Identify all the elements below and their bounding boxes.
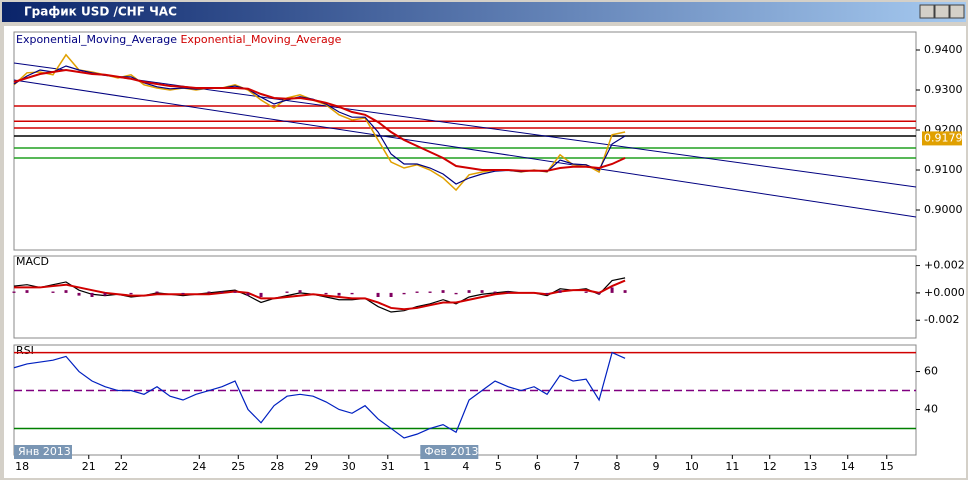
price-panel — [13, 31, 917, 251]
macd-panel — [13, 255, 917, 339]
histogram-bar — [25, 290, 29, 293]
x-tick-label: 7 — [573, 460, 580, 473]
trend-line — [13, 79, 917, 218]
y-tick-label: 0.9300 — [924, 83, 963, 96]
histogram-bar — [259, 292, 263, 297]
x-tick-label: 10 — [685, 460, 699, 473]
histogram-bar — [610, 287, 614, 293]
histogram-bar — [220, 291, 224, 293]
x-tick-label: 21 — [82, 460, 96, 473]
histogram-bar — [480, 290, 484, 293]
histogram-bar — [285, 291, 289, 293]
legend-entry: Exponential_Moving_Average — [16, 33, 177, 46]
series-line — [13, 68, 626, 172]
histogram-bar — [623, 290, 627, 293]
histogram-bar — [402, 292, 406, 295]
histogram-bar — [103, 292, 107, 296]
x-tick-label: 29 — [304, 460, 318, 473]
panel-title: RSI — [16, 344, 34, 357]
histogram-bar — [428, 291, 432, 293]
x-tick-label: 22 — [114, 460, 128, 473]
x-tick-label: 28 — [270, 460, 284, 473]
histogram-bar — [233, 291, 237, 293]
histogram-bar — [441, 290, 445, 293]
series-line — [13, 351, 626, 439]
x-tick-label: 24 — [192, 460, 206, 473]
x-tick-label: 13 — [803, 460, 817, 473]
y-tick-label: +0.000 — [924, 286, 965, 299]
histogram-bar — [129, 292, 133, 295]
x-tick-label: 15 — [880, 460, 894, 473]
histogram-bar — [181, 292, 185, 295]
histogram-bar — [64, 290, 68, 293]
x-tick-label: 31 — [381, 460, 395, 473]
histogram-bar — [584, 291, 588, 293]
y-tick-label: -0.002 — [924, 313, 959, 326]
histogram-bar — [597, 292, 601, 295]
histogram-bar — [467, 290, 471, 293]
x-tick-label: 1 — [423, 460, 430, 473]
histogram-bar — [350, 292, 354, 295]
period-label: Янв 2013 — [18, 445, 71, 458]
histogram-bar — [545, 292, 549, 295]
x-tick-label: 14 — [841, 460, 855, 473]
x-tick-label: 30 — [342, 460, 356, 473]
y-tick-label: 0.9000 — [924, 203, 963, 216]
histogram-bar — [454, 292, 458, 295]
series-line — [14, 279, 626, 311]
histogram-bar — [155, 291, 159, 293]
histogram-bar — [415, 291, 419, 293]
histogram-bar — [207, 291, 211, 293]
x-tick-label: 6 — [534, 460, 541, 473]
period-label-box — [420, 445, 479, 459]
minimize-button[interactable] — [919, 4, 935, 19]
histogram-bar — [376, 292, 380, 297]
y-tick-label: 0.9100 — [924, 163, 963, 176]
maximize-button[interactable] — [934, 4, 950, 19]
x-tick-label: 4 — [462, 460, 469, 473]
histogram-bar — [246, 292, 250, 296]
window-title: График USD /CHF ЧАС — [24, 5, 177, 19]
x-tick-label: 5 — [495, 460, 502, 473]
last-price-label: 0.9179 — [924, 131, 963, 144]
chart-area — [4, 26, 966, 478]
legend-entry: Exponential_Moving_Average — [180, 33, 341, 46]
x-tick-label: 8 — [613, 460, 620, 473]
histogram-bar — [51, 291, 55, 293]
histogram-bar — [493, 291, 497, 293]
histogram-bar — [337, 292, 341, 296]
histogram-bar — [506, 291, 510, 293]
histogram-bar — [558, 290, 562, 293]
close-button[interactable] — [949, 4, 965, 19]
x-tick-label: 11 — [725, 460, 739, 473]
panel-title: MACD — [16, 255, 49, 268]
trend-line — [13, 62, 917, 188]
title-bar — [2, 2, 966, 22]
x-tick-label: 25 — [231, 460, 245, 473]
x-tick-label: 18 — [15, 460, 29, 473]
histogram-bar — [90, 292, 94, 297]
x-tick-label: 9 — [652, 460, 659, 473]
y-tick-label: +0.002 — [924, 259, 965, 272]
y-tick-label: 0.9400 — [924, 43, 963, 56]
y-tick-label: 40 — [924, 402, 938, 415]
histogram-bar — [12, 291, 16, 293]
x-tick-label: 12 — [763, 460, 777, 473]
last-price-tag — [922, 131, 962, 146]
period-label: Фев 2013 — [424, 445, 478, 458]
histogram-bar — [77, 292, 81, 296]
y-tick-label: 60 — [924, 365, 938, 378]
period-label-box — [14, 445, 72, 459]
histogram-bar — [324, 292, 328, 295]
histogram-bar — [389, 292, 393, 297]
histogram-bar — [298, 290, 302, 293]
legend: Exponential_Moving_Average Exponential_M… — [16, 33, 342, 46]
